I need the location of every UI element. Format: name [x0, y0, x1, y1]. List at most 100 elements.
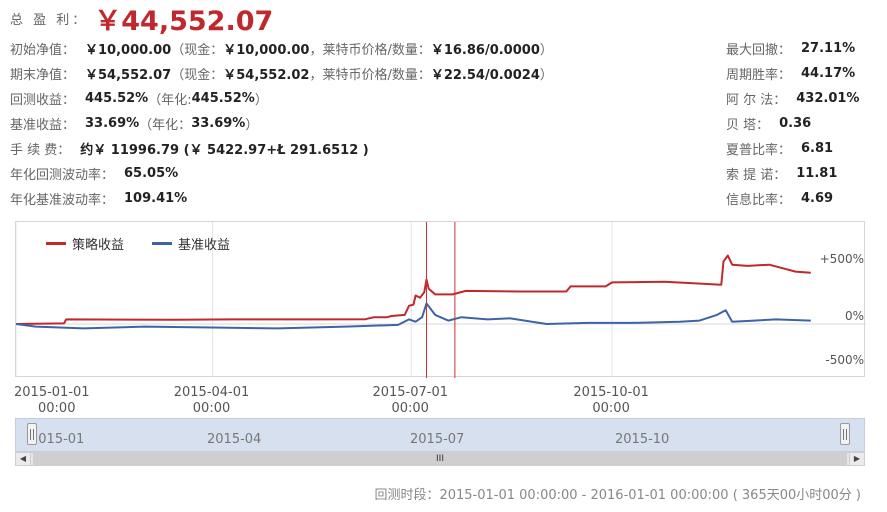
x-tick-label: 2015-07-01 00:00 — [360, 385, 460, 417]
range-navigator[interactable]: 2015-01 2015-04 2015-07 2015-10 ◀ III ▶ — [15, 418, 865, 466]
stat-label: 阿 尔 法： — [726, 92, 787, 108]
x-tick-date: 2015-01-01 — [14, 385, 90, 400]
stat-detail: ，莱特币价格/数量： — [309, 67, 431, 83]
navigator-right-handle[interactable] — [840, 423, 850, 445]
stat-row: 周期胜率： 44.17% — [726, 63, 855, 83]
stat-row: 阿 尔 法： 432.01% — [726, 88, 859, 108]
stat-row: 信息比率： 4.69 — [726, 188, 833, 208]
legend-item-strategy[interactable]: 策略收益 — [46, 234, 124, 253]
stat-detail: 33.69% — [191, 115, 246, 131]
y-tick-label: -500% — [825, 353, 864, 367]
y-tick-label: +500% — [820, 252, 864, 266]
x-tick-date: 2015-07-01 — [372, 385, 448, 400]
stat-label: 年化回测波动率： — [10, 167, 115, 183]
stat-value: 33.69% — [85, 115, 140, 131]
stat-label: 回测收益： — [10, 92, 76, 108]
stat-row: 初始净值： ￥10,000.00 （现金： ￥10,000.00 ，莱特币价格/数量： ￥… — [10, 38, 553, 58]
stat-row: 基准收益： 33.69% （年化： 33.69%） — [10, 113, 258, 133]
stat-value: 445.52% — [85, 90, 149, 106]
stat-value: 约￥ 11996.79 (￥ 5422.97+Ł 291.6512 ) — [80, 142, 369, 158]
total-profit: 总 盈 利： ￥44,552.07 — [10, 2, 273, 37]
navigator-label: 2015-01 — [30, 432, 85, 447]
navigator-label: 2015-10 — [615, 432, 670, 447]
benchmark-line — [16, 302, 811, 330]
x-tick-time: 00:00 — [592, 401, 630, 416]
chart-legend: 策略收益 基准收益 — [46, 234, 258, 253]
x-tick-label: 2015-04-01 00:00 — [162, 385, 262, 417]
stat-label: 期末净值： — [10, 67, 76, 83]
stat-value: 0.36 — [779, 115, 812, 131]
navigator-scrollbar[interactable]: ◀ III ▶ — [15, 452, 865, 466]
stat-detail: ￥16.86/0.0000 — [430, 42, 540, 58]
stat-detail: 445.52% — [191, 90, 255, 106]
x-tick-time: 00:00 — [38, 401, 76, 416]
stat-row: 年化基准波动率： 109.41% — [10, 188, 187, 208]
stat-detail: ￥54,552.02 — [223, 67, 310, 83]
x-tick-label: 2015-10-01 00:00 — [561, 385, 661, 417]
x-tick-date: 2015-04-01 — [173, 385, 250, 400]
navigator-track[interactable]: 2015-01 2015-04 2015-07 2015-10 — [15, 418, 865, 452]
stat-detail: （年化: — [148, 92, 192, 108]
stat-row: 夏普比率： 6.81 — [726, 138, 833, 158]
stat-detail: ￥22.54/0.0024 — [430, 67, 540, 83]
y-tick-label: 0% — [845, 309, 864, 323]
stat-label: 信息比率： — [726, 192, 792, 208]
legend-label-strategy: 策略收益 — [72, 238, 125, 253]
total-profit-label: 总 盈 利： — [10, 12, 89, 28]
stat-detail: ） — [539, 67, 553, 83]
returns-chart: +500% 0% -500% 策略收益 基准收益 — [15, 221, 866, 378]
stat-label: 最大回撤： — [726, 42, 792, 58]
stat-row: 年化回测波动率： 65.05% — [10, 163, 178, 183]
stat-row: 贝 塔： 0.36 — [726, 113, 811, 133]
legend-label-benchmark: 基准收益 — [178, 238, 231, 253]
x-tick-time: 00:00 — [192, 401, 231, 416]
stat-value: 6.81 — [801, 140, 834, 156]
legend-item-benchmark[interactable]: 基准收益 — [152, 234, 230, 253]
stat-value: 432.01% — [796, 90, 860, 106]
stat-detail: ） — [245, 117, 259, 133]
stat-value: 11.81 — [796, 165, 838, 181]
scroll-left-arrow-icon[interactable]: ◀ — [15, 452, 31, 466]
stat-detail: （现金： — [171, 67, 224, 83]
stat-label: 基准收益： — [10, 117, 76, 133]
stat-value: ￥10,000.00 — [85, 42, 172, 58]
navigator-label: 2015-04 — [207, 432, 262, 447]
stat-value: 27.11% — [801, 40, 856, 56]
navigator-left-handle[interactable] — [27, 423, 37, 445]
returns-chart-svg: +500% 0% -500% — [16, 222, 866, 378]
stat-row: 回测收益： 445.52% （年化: 445.52%） — [10, 88, 268, 108]
stat-detail: （年化： — [139, 117, 192, 133]
x-tick-label: 2015-01-01 00:00 — [2, 385, 112, 417]
stat-value: 4.69 — [801, 190, 834, 206]
strategy-line — [16, 254, 811, 325]
stat-label: 手 续 费： — [10, 142, 71, 158]
stat-detail: ，莱特币价格/数量： — [309, 42, 431, 58]
scrollbar-thumb[interactable]: III — [33, 453, 847, 465]
legend-swatch-strategy — [46, 242, 66, 245]
stat-label: 夏普比率： — [726, 142, 792, 158]
x-tick-date: 2015-10-01 — [573, 385, 649, 400]
stat-detail: ） — [539, 42, 553, 58]
scroll-right-arrow-icon[interactable]: ▶ — [849, 452, 865, 466]
stat-row: 索 提 诺： 11.81 — [726, 163, 837, 183]
stat-label: 贝 塔： — [726, 117, 770, 133]
total-profit-value: ￥44,552.07 — [94, 5, 274, 37]
x-tick-time: 00:00 — [391, 401, 429, 416]
stat-value: 109.41% — [124, 190, 188, 206]
stat-row: 期末净值： ￥54,552.07 （现金： ￥54,552.02 ，莱特币价格/数量： ￥… — [10, 63, 553, 83]
stat-value: 44.17% — [801, 65, 856, 81]
stat-label: 周期胜率： — [726, 67, 792, 83]
stat-detail: ￥10,000.00 — [223, 42, 310, 58]
stat-row: 手 续 费： 约￥ 11996.79 (￥ 5422.97+Ł 291.6512 … — [10, 138, 369, 158]
stat-row: 最大回撤： 27.11% — [726, 38, 855, 58]
backtest-period: 回测时段：2015-01-01 00:00:00 - 2016-01-01 00… — [374, 488, 861, 503]
stat-detail: （现金： — [171, 42, 224, 58]
stat-label: 初始净值： — [10, 42, 76, 58]
legend-swatch-benchmark — [152, 242, 173, 245]
stat-label: 索 提 诺： — [726, 167, 787, 183]
navigator-label: 2015-07 — [410, 432, 465, 447]
stat-label: 年化基准波动率： — [10, 192, 115, 208]
stat-detail: ） — [254, 92, 268, 108]
stat-value: 65.05% — [124, 165, 179, 181]
stat-value: ￥54,552.07 — [85, 67, 172, 83]
